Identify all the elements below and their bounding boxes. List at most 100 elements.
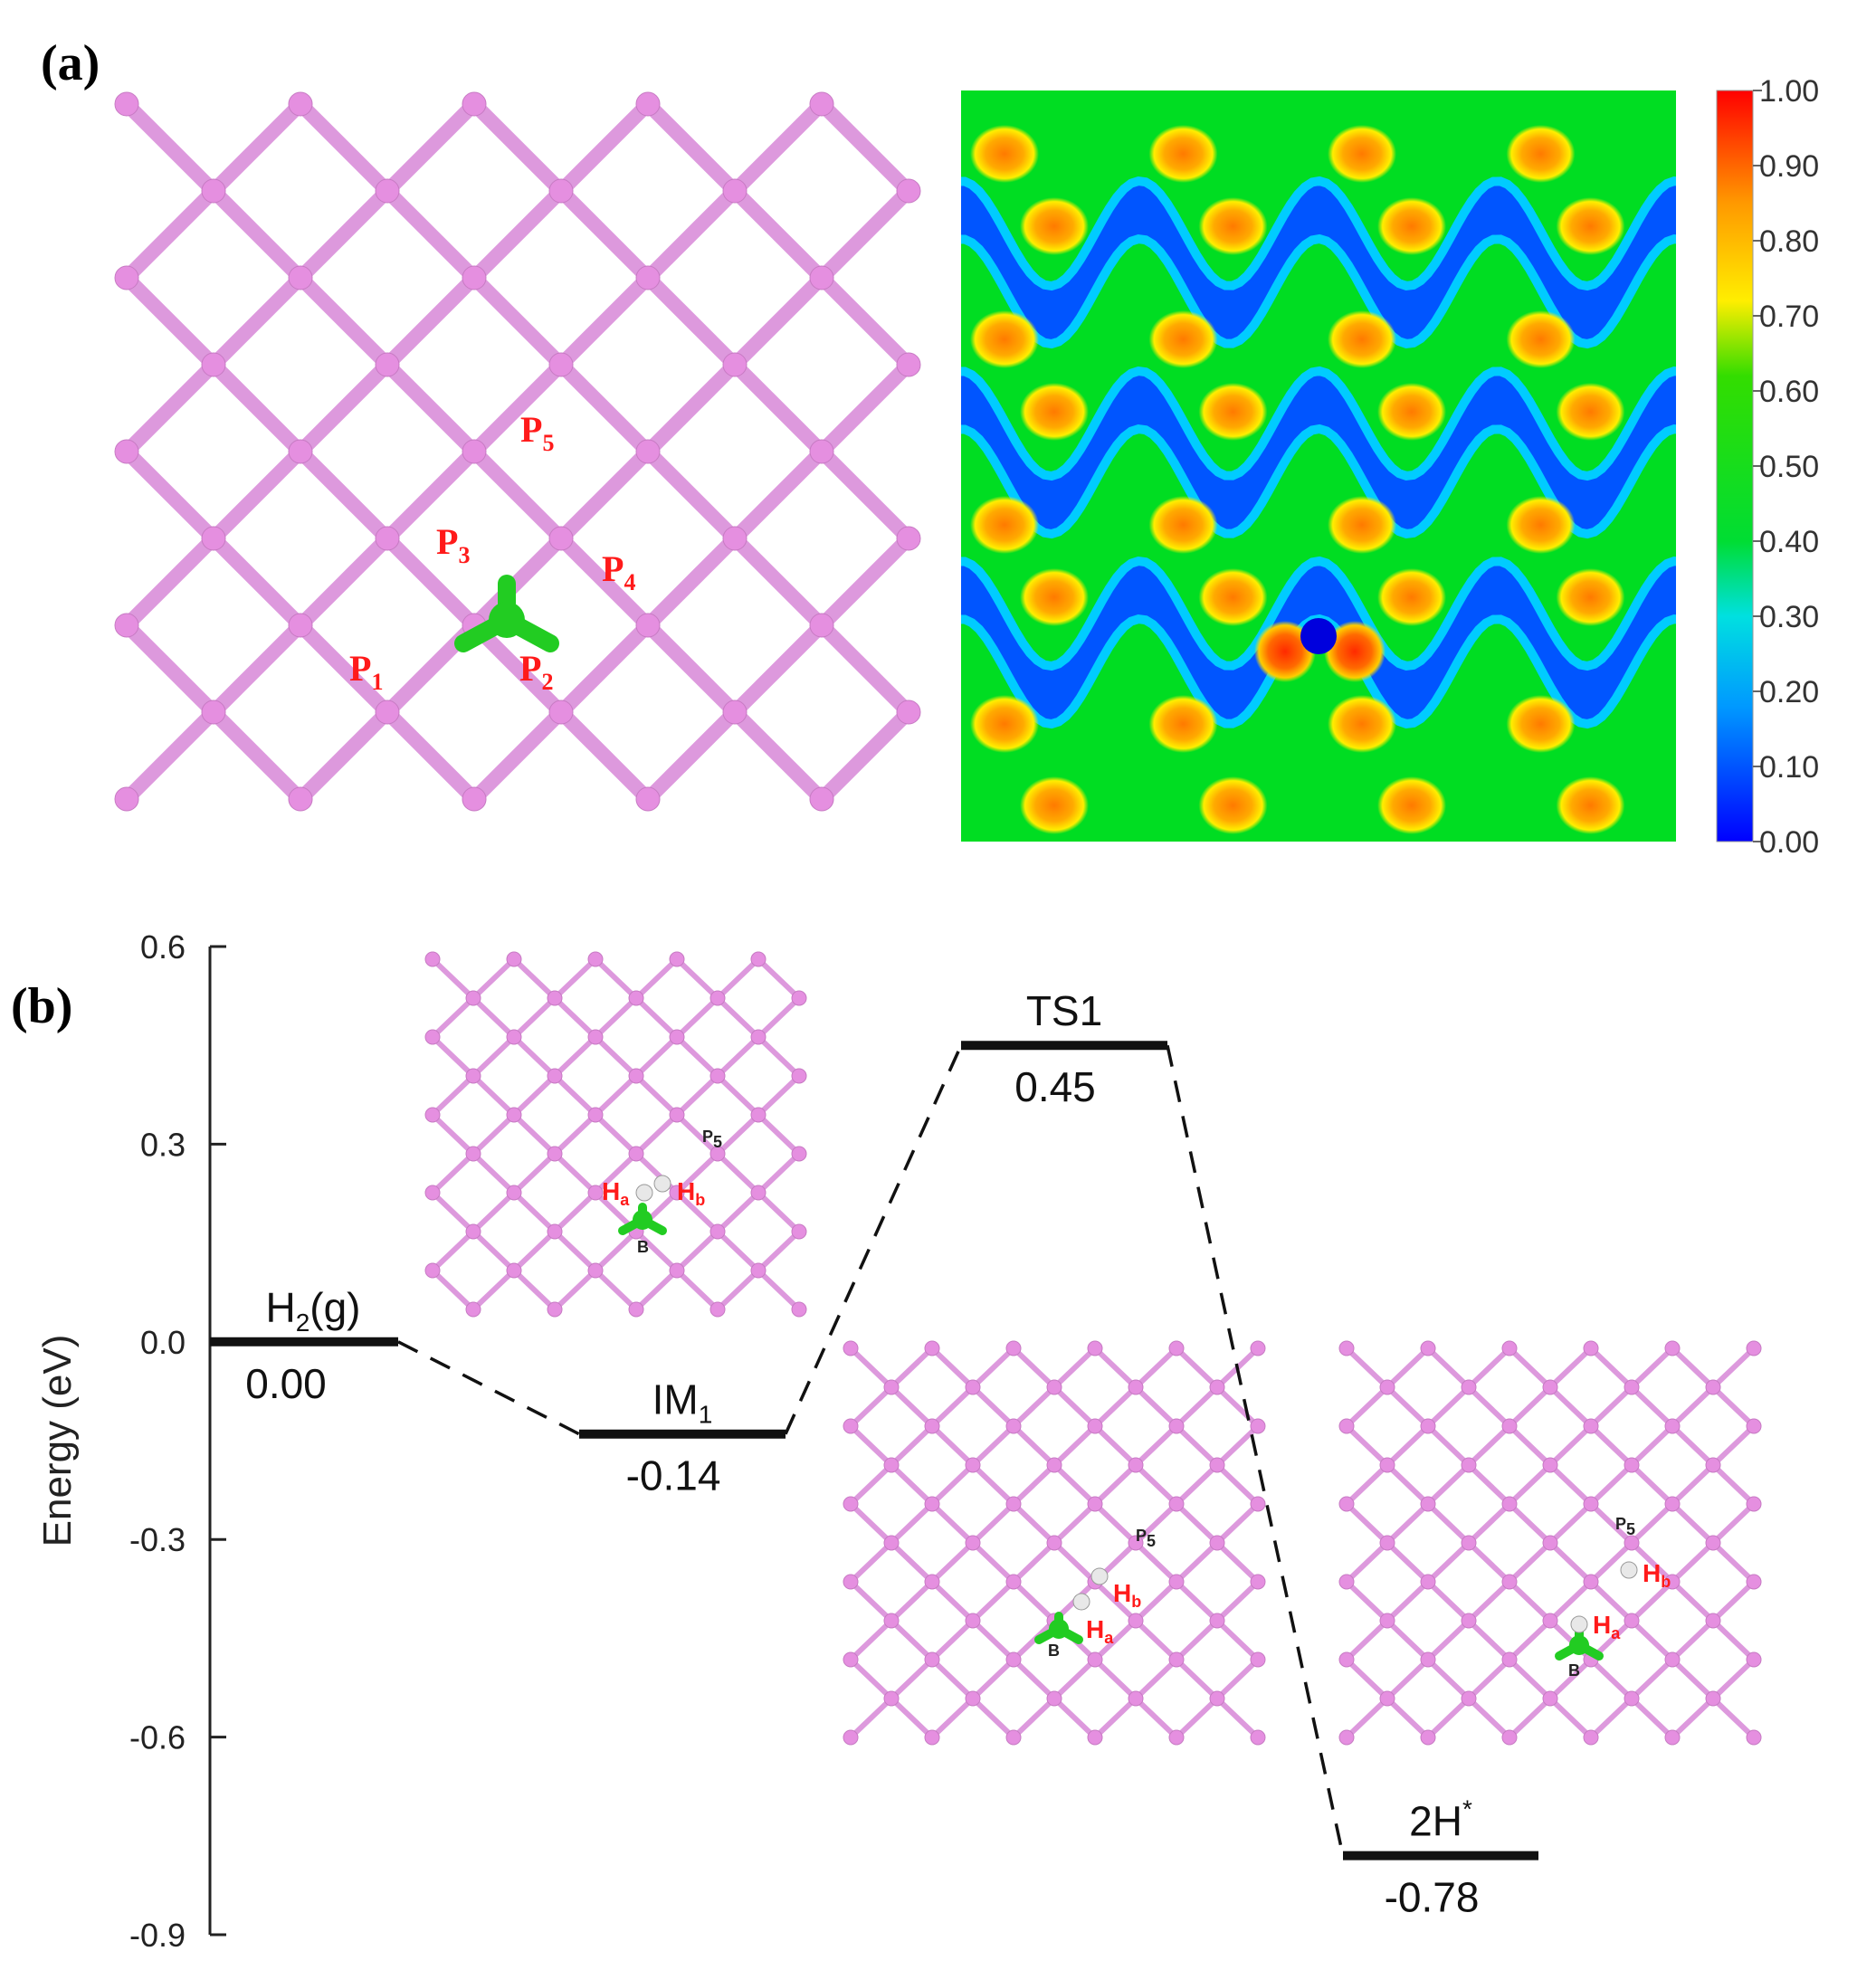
pp-bond [1133,1346,1179,1390]
pp-bond [1670,1346,1716,1390]
pp-bond [1214,1618,1261,1662]
p-atom [462,786,487,812]
pp-bond [848,1462,894,1507]
pp-bond [1133,1657,1179,1701]
pp-bond [1588,1540,1634,1585]
elf-high-spot [1324,621,1386,682]
elf-high-spot [1328,695,1396,753]
state-value-label: 0.00 [245,1360,327,1407]
p-atom [843,1340,859,1356]
elf-high-spot [1506,695,1576,753]
pp-bond [552,1229,598,1273]
elf-high-spot [1506,496,1576,554]
pp-bond [1385,1346,1431,1390]
p-atom [1168,1729,1185,1746]
pp-bond [756,1112,802,1156]
p-atom [506,1107,522,1123]
p-atom [924,1574,940,1590]
pp-bond [1052,1501,1098,1546]
pp-bond [1670,1579,1716,1623]
pp-bond [380,271,481,372]
pp-bond [1670,1462,1716,1507]
pp-bond [430,1151,476,1195]
p-atom [1379,1457,1395,1473]
elf-high-spot [1377,197,1446,255]
p-atom [791,990,807,1006]
pp-bond [1385,1696,1431,1740]
pp-bond [471,1112,517,1156]
pp-bond [1710,1462,1757,1507]
pp-bond [889,1540,935,1585]
p-atom [628,990,644,1006]
pp-bond [1507,1618,1553,1662]
pp-bond [430,1268,476,1312]
p-atom [1542,1457,1558,1473]
pp-bond [119,184,221,285]
p-atom [965,1457,981,1473]
pp-bond [1092,1462,1138,1507]
p-atom [465,1301,481,1318]
pp-bond [715,1073,761,1118]
p5-label: P5 [1615,1515,1635,1538]
p-atom [750,1185,767,1201]
p-atom [628,1301,644,1318]
p-atom [1542,1535,1558,1551]
pp-bond [467,97,568,198]
p-atom [114,91,139,117]
p-atom [883,1457,900,1473]
elf-high-spot [1198,568,1268,626]
pp-bond [715,1229,761,1273]
p-atom [1379,1690,1395,1707]
pp-bond [674,1151,720,1195]
p-atom [1250,1340,1266,1356]
pp-bond [293,97,395,198]
pp-bond [1344,1618,1390,1662]
pp-bond [929,1346,976,1390]
elf-high-spot [1556,568,1625,626]
p-atom [506,951,522,967]
hb-label: Hb [1643,1559,1671,1591]
pp-bond [1344,1385,1390,1429]
pp-bond [889,1423,935,1468]
p-atom [506,1262,522,1279]
pp-bond [929,1618,976,1662]
p-atom [635,786,661,812]
pp-bond [1052,1385,1098,1429]
pp-bond [674,1034,720,1079]
energy-levels: H2(g) 0.00 IM1 -0.14 TS1 0.45 2H* -0.78 [210,987,1538,1921]
elf-high-spot [1148,125,1218,183]
inset-2h: Ha Hb P5 B [1338,1340,1762,1746]
svg-text:P1: P1 [349,648,383,695]
pp-bond [970,1696,1016,1740]
pp-bond [1629,1540,1675,1585]
pp-bond [715,1112,761,1156]
pp-bond [1710,1540,1757,1585]
pp-bond [848,1423,894,1468]
p-atom [547,1146,563,1162]
p-atom [750,1262,767,1279]
pp-bond [1011,1579,1057,1623]
pp-bond [552,1112,598,1156]
p-atom [883,1379,900,1395]
y-tick-label: -0.9 [129,1917,186,1954]
pp-bond [1092,1696,1138,1740]
pp-bond [1133,1385,1179,1429]
pp-bond [889,1657,935,1701]
pp-bond [554,184,655,285]
pp-bond [593,956,639,1001]
boron-dopant [1555,1628,1604,1661]
p-atom [709,1301,726,1318]
pp-bond [1507,1579,1553,1623]
pp-bond [1425,1423,1471,1468]
pp-bond [1670,1501,1716,1546]
p-atom [375,526,400,551]
pp-bond [970,1423,1016,1468]
pp-bond [641,357,742,459]
pp-bond [1466,1657,1512,1701]
p-atom [1664,1574,1681,1590]
p-atom [1461,1535,1477,1551]
pp-bond [593,1151,639,1195]
p-atom [424,1262,441,1279]
pp-bond [929,1462,976,1507]
pp-bond [554,357,655,459]
